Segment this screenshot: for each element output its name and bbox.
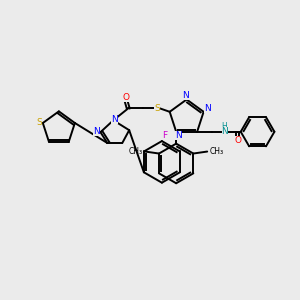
Text: O: O — [123, 93, 130, 102]
Text: S: S — [154, 104, 160, 113]
Text: N: N — [111, 115, 118, 124]
Text: CH₃: CH₃ — [209, 147, 223, 156]
Text: N: N — [221, 127, 228, 136]
Text: O: O — [234, 136, 241, 145]
Text: N: N — [175, 131, 181, 140]
Text: S: S — [36, 118, 42, 127]
Text: N: N — [182, 91, 189, 100]
Text: N: N — [204, 104, 211, 113]
Text: N: N — [93, 127, 100, 136]
Text: F: F — [162, 130, 167, 140]
Text: H: H — [221, 122, 227, 131]
Text: CH₃: CH₃ — [129, 147, 143, 156]
